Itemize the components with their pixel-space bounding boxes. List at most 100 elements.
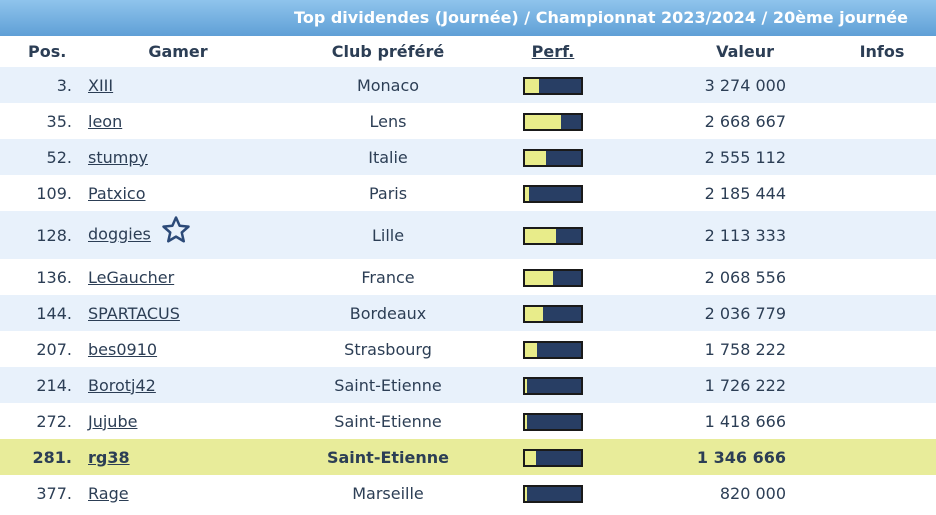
- row-infos: [828, 331, 936, 367]
- perf-bar-fill: [525, 228, 556, 243]
- row-perf-cell: [508, 331, 598, 367]
- row-position: 136.: [36, 267, 72, 287]
- row-valeur: 2 068 556: [704, 267, 786, 287]
- gamer-link[interactable]: Borotj42: [88, 375, 156, 395]
- row-perf-cell: [508, 475, 598, 511]
- perf-bar: [523, 304, 583, 323]
- row-club: Lille: [371, 225, 405, 245]
- row-infos: [828, 175, 936, 211]
- perf-bar-fill: [525, 270, 553, 285]
- row-gamer-cell: stumpy: [88, 139, 268, 175]
- page-title: Top dividendes (Journée) / Championnat 2…: [294, 8, 908, 27]
- row-club: Bordeaux: [349, 303, 427, 323]
- row-infos: [828, 211, 936, 259]
- perf-bar: [523, 148, 583, 167]
- row-position: 214.: [36, 375, 72, 395]
- row-gamer-cell: bes0910: [88, 331, 268, 367]
- sort-perf-link[interactable]: Perf.: [531, 42, 575, 61]
- row-valeur: 1 346 666: [696, 447, 786, 467]
- gamer-link[interactable]: Jujube: [88, 411, 138, 431]
- table-header-row: Pos. Gamer Club préféré Perf. Valeur Inf…: [0, 36, 936, 67]
- gamer-link[interactable]: doggies: [88, 224, 151, 244]
- row-gamer-cell: Borotj42: [88, 367, 268, 403]
- row-perf-cell: [508, 259, 598, 295]
- row-club: Monaco: [356, 75, 420, 95]
- row-valeur: 2 668 667: [704, 111, 786, 131]
- gamer-link[interactable]: bes0910: [88, 339, 158, 359]
- perf-bar: [523, 226, 583, 245]
- table-row: 281. rg38 Saint-Etienne 1 346 666: [0, 439, 936, 475]
- header-gamer: Gamer: [148, 42, 208, 61]
- row-valeur: 820 000: [719, 483, 786, 503]
- gamer-link[interactable]: Patxico: [88, 183, 146, 203]
- header-club: Club préféré: [331, 42, 445, 61]
- gamer-link[interactable]: Rage: [88, 483, 129, 503]
- row-club: Italie: [368, 147, 408, 167]
- ranking-table: Pos. Gamer Club préféré Perf. Valeur Inf…: [0, 36, 936, 511]
- perf-bar: [523, 376, 583, 395]
- page-title-banner: Top dividendes (Journée) / Championnat 2…: [0, 0, 936, 36]
- row-perf-cell: [508, 439, 598, 475]
- perf-bar-fill: [525, 414, 528, 429]
- row-valeur: 2 555 112: [704, 147, 786, 167]
- perf-bar-fill: [525, 186, 530, 201]
- row-gamer-cell: XIII: [88, 67, 268, 103]
- table-row: 136. LeGaucher France 2 068 556: [0, 259, 936, 295]
- row-valeur: 2 113 333: [704, 225, 786, 245]
- perf-bar: [523, 76, 583, 95]
- row-valeur: 2 036 779: [704, 303, 786, 323]
- header-infos: Infos: [859, 42, 905, 61]
- perf-bar: [523, 268, 583, 287]
- table-row: 377. Rage Marseille 820 000: [0, 475, 936, 511]
- row-gamer-cell: doggies: [88, 211, 268, 259]
- row-infos: [828, 439, 936, 475]
- row-infos: [828, 67, 936, 103]
- row-position: 207.: [36, 339, 72, 359]
- perf-bar: [523, 340, 583, 359]
- gamer-link[interactable]: leon: [88, 111, 123, 131]
- row-gamer-cell: LeGaucher: [88, 259, 268, 295]
- row-club: Saint-Etienne: [326, 447, 450, 467]
- row-club: Marseille: [352, 483, 424, 503]
- table-row: 52. stumpy Italie 2 555 112: [0, 139, 936, 175]
- perf-bar-fill: [525, 450, 537, 465]
- row-club: Lens: [369, 111, 407, 131]
- row-valeur: 2 185 444: [704, 183, 786, 203]
- row-perf-cell: [508, 139, 598, 175]
- row-position: 272.: [36, 411, 72, 431]
- table-row: 109. Patxico Paris 2 185 444: [0, 175, 936, 211]
- row-position: 144.: [36, 303, 72, 323]
- table-row: 144. SPARTACUS Bordeaux 2 036 779: [0, 295, 936, 331]
- row-perf-cell: [508, 295, 598, 331]
- row-gamer-cell: Jujube: [88, 403, 268, 439]
- gamer-link[interactable]: LeGaucher: [88, 267, 175, 287]
- perf-bar: [523, 448, 583, 467]
- perf-bar: [523, 484, 583, 503]
- row-perf-cell: [508, 67, 598, 103]
- header-valeur: Valeur: [716, 42, 774, 61]
- row-infos: [828, 259, 936, 295]
- row-perf-cell: [508, 403, 598, 439]
- row-infos: [828, 403, 936, 439]
- perf-bar-fill: [525, 378, 528, 393]
- star-icon: [161, 215, 191, 249]
- header-pos: Pos.: [28, 42, 67, 61]
- gamer-link[interactable]: XIII: [88, 75, 114, 95]
- header-perf[interactable]: Perf.: [508, 36, 598, 67]
- table-body: 3. XIII Monaco 3 274 000 35. leon Lens 2 668 66…: [0, 67, 936, 511]
- row-gamer-cell: leon: [88, 103, 268, 139]
- row-infos: [828, 367, 936, 403]
- row-infos: [828, 475, 936, 511]
- row-position: 35.: [46, 111, 72, 131]
- row-club: Saint-Etienne: [334, 411, 442, 431]
- row-club: France: [361, 267, 415, 287]
- gamer-link[interactable]: SPARTACUS: [88, 303, 180, 323]
- gamer-link[interactable]: rg38: [88, 447, 130, 467]
- row-infos: [828, 295, 936, 331]
- gamer-link[interactable]: stumpy: [88, 147, 148, 167]
- row-perf-cell: [508, 103, 598, 139]
- row-position: 281.: [32, 447, 72, 467]
- row-position: 52.: [46, 147, 72, 167]
- perf-bar-fill: [525, 342, 538, 357]
- row-gamer-cell: SPARTACUS: [88, 295, 268, 331]
